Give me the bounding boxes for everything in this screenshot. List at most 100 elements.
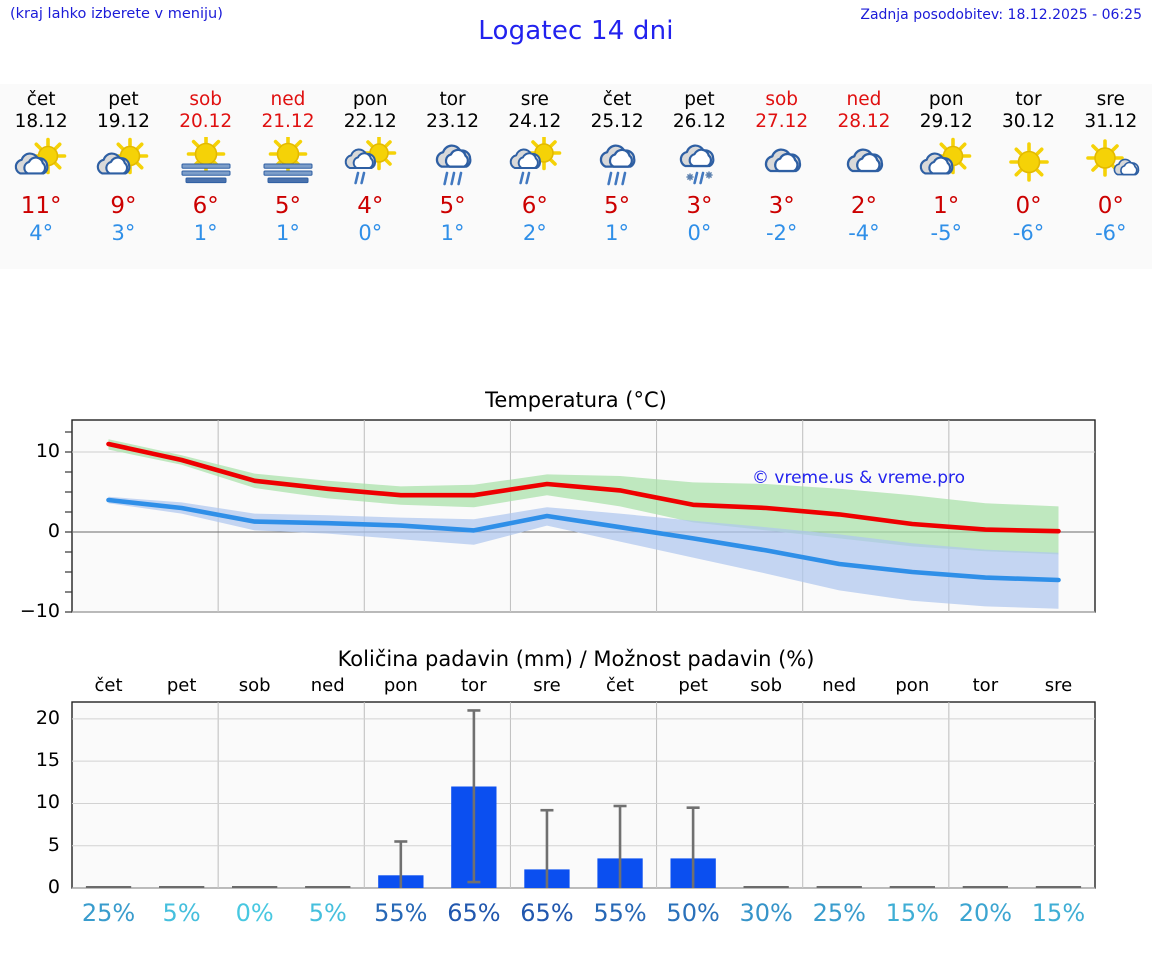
day-temp-max: 9° bbox=[110, 193, 137, 219]
precipitation-day-label: tor bbox=[972, 675, 999, 696]
day-name: sob bbox=[765, 89, 799, 110]
day-column-1[interactable]: čet 18.12 11° 4° bbox=[0, 84, 82, 269]
page-header: (kraj lahko izberete v meniju) Logatec 1… bbox=[0, 0, 1152, 52]
day-temp-max: 4° bbox=[357, 193, 384, 219]
day-column-7[interactable]: sre 24.12 6° 2° bbox=[494, 84, 576, 269]
temperature-y-tick: −10 bbox=[19, 600, 60, 622]
precipitation-probability: 25% bbox=[812, 899, 866, 927]
precipitation-day-label: tor bbox=[461, 675, 487, 696]
page-title: Logatec 14 dni bbox=[478, 16, 674, 46]
precipitation-chart-panel: Količina padavin (mm) / Možnost padavin … bbox=[0, 645, 1152, 975]
day-name: ned bbox=[846, 89, 882, 110]
sun-small-cloud-icon bbox=[1075, 137, 1147, 189]
precipitation-probability: 55% bbox=[593, 899, 647, 927]
precipitation-probability: 15% bbox=[885, 899, 939, 927]
precipitation-y-tick: 10 bbox=[35, 791, 60, 814]
cloud-sleet-icon bbox=[663, 137, 735, 189]
precipitation-probability: 20% bbox=[958, 899, 1013, 927]
day-column-8[interactable]: čet 25.12 5° 1° bbox=[576, 84, 658, 269]
day-temp-min: 0° bbox=[358, 221, 383, 245]
precipitation-day-label: pet bbox=[678, 675, 708, 696]
day-temp-max: 2° bbox=[850, 193, 878, 219]
day-temp-min: -6° bbox=[1012, 221, 1045, 245]
day-temp-min: 2° bbox=[522, 221, 547, 245]
precipitation-probability: 50% bbox=[666, 899, 720, 927]
sun-fog-icon bbox=[170, 137, 242, 189]
day-date: 25.12 bbox=[590, 111, 644, 132]
day-temp-min: 1° bbox=[193, 221, 218, 245]
sun-fog-icon bbox=[252, 137, 324, 189]
day-name: pon bbox=[352, 89, 388, 110]
day-name: sob bbox=[189, 89, 223, 110]
day-temp-min: 4° bbox=[29, 221, 54, 245]
precipitation-probability: 30% bbox=[739, 899, 793, 927]
precipitation-probability: 25% bbox=[81, 899, 136, 927]
precipitation-chart-title: Količina padavin (mm) / Možnost padavin … bbox=[337, 647, 815, 671]
day-name: pon bbox=[928, 89, 964, 110]
day-name: tor bbox=[439, 89, 466, 110]
day-date: 18.12 bbox=[14, 111, 68, 132]
precipitation-y-tick: 0 bbox=[47, 876, 60, 898]
day-name: sre bbox=[520, 89, 549, 110]
temperature-chart-panel: Temperatura (°C) 10 0 −10 © vreme.us & vre… bbox=[0, 378, 1152, 640]
day-temp-max: 0° bbox=[1015, 193, 1042, 219]
precipitation-day-label: pon bbox=[383, 675, 418, 696]
day-column-5[interactable]: pon 22.12 4° 0° bbox=[329, 84, 411, 269]
precipitation-day-label: ned bbox=[310, 675, 345, 696]
menu-hint-link[interactable]: (kraj lahko izberete v meniju) bbox=[10, 6, 223, 22]
precipitation-day-label: ned bbox=[822, 675, 857, 696]
day-temp-max: 6° bbox=[521, 193, 548, 219]
day-temp-max: 3° bbox=[686, 193, 713, 219]
day-name: čet bbox=[602, 89, 632, 110]
temperature-chart-title: Temperatura (°C) bbox=[485, 388, 667, 412]
day-date: 29.12 bbox=[919, 111, 973, 132]
day-temp-max: 0° bbox=[1097, 193, 1124, 219]
day-date: 31.12 bbox=[1084, 111, 1138, 132]
sun-cloud-icon bbox=[910, 137, 982, 189]
day-column-11[interactable]: ned 28.12 2° -4° bbox=[823, 84, 905, 269]
day-temp-max: 11° bbox=[20, 193, 62, 219]
precipitation-probability: 65% bbox=[520, 899, 574, 927]
precipitation-day-label: sob bbox=[750, 675, 783, 696]
day-temp-min: 3° bbox=[111, 221, 136, 245]
day-date: 22.12 bbox=[343, 111, 397, 132]
day-date: 27.12 bbox=[755, 111, 809, 132]
day-column-2[interactable]: pet 19.12 9° 3° bbox=[82, 84, 164, 269]
precipitation-day-label: čet bbox=[94, 675, 123, 696]
day-date: 26.12 bbox=[672, 111, 726, 132]
day-name: čet bbox=[26, 89, 56, 110]
day-name: sre bbox=[1096, 89, 1125, 110]
day-temp-max: 5° bbox=[439, 193, 466, 219]
day-column-3[interactable]: sob 20.12 6° 1° bbox=[165, 84, 247, 269]
day-temp-min: -2° bbox=[765, 221, 798, 245]
day-temp-max: 5° bbox=[604, 193, 631, 219]
day-date: 20.12 bbox=[179, 111, 233, 132]
day-date: 19.12 bbox=[96, 111, 150, 132]
day-column-14[interactable]: sre 31.12 0° -6° bbox=[1070, 84, 1152, 269]
precipitation-day-label: čet bbox=[606, 675, 635, 696]
day-temp-min: -4° bbox=[848, 221, 880, 245]
cloudy-icon bbox=[828, 137, 900, 189]
day-column-13[interactable]: tor 30.12 0° -6° bbox=[987, 84, 1069, 269]
day-date: 30.12 bbox=[1002, 111, 1055, 132]
sun-cloud-rain-icon bbox=[499, 137, 571, 189]
day-column-12[interactable]: pon 29.12 1° -5° bbox=[905, 84, 987, 269]
day-temp-min: 1° bbox=[276, 221, 300, 245]
day-name: pet bbox=[684, 89, 715, 110]
day-column-9[interactable]: pet 26.12 3° 0° bbox=[658, 84, 740, 269]
temperature-y-tick: 0 bbox=[47, 520, 60, 542]
precipitation-day-label: sob bbox=[238, 675, 271, 696]
day-column-6[interactable]: tor 23.12 5° 1° bbox=[411, 84, 493, 269]
last-updated-label: Zadnja posodobitev: 18.12.2025 - 06:25 bbox=[860, 7, 1142, 23]
partly-cloudy-sun-icon bbox=[87, 137, 159, 189]
day-temp-min: -6° bbox=[1095, 221, 1127, 245]
copyright-label: © vreme.us & vreme.pro bbox=[752, 468, 966, 488]
precipitation-probability: 0% bbox=[235, 899, 274, 927]
day-column-4[interactable]: ned 21.12 5° 1° bbox=[247, 84, 329, 269]
precipitation-day-label: sre bbox=[1044, 675, 1073, 696]
day-name: tor bbox=[1015, 89, 1042, 110]
sun-cloud-rain-icon bbox=[334, 137, 406, 189]
precipitation-probability: 15% bbox=[1031, 899, 1086, 927]
day-column-10[interactable]: sob 27.12 3° -2° bbox=[741, 84, 823, 269]
day-date: 21.12 bbox=[261, 111, 315, 132]
